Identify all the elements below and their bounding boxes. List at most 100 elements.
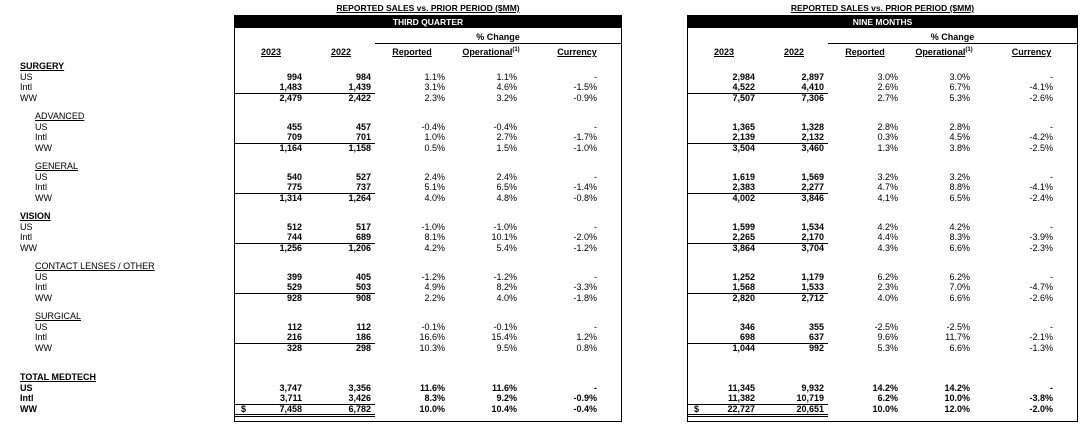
sales-value: 3,747: [279, 382, 302, 393]
column-header-area: % Change 2023 2022 Reported Operational(…: [688, 28, 1077, 58]
pct-value: 2.3%: [877, 282, 898, 292]
section-rows: 540 527 2.4% 2.4% -775 737 5.1% 6.5% -1.4% 1,314 1…: [235, 161, 621, 203]
pct-value: -0.9%: [573, 92, 597, 103]
pct-value: 5.4%: [496, 242, 517, 253]
row-label: WW: [20, 92, 37, 103]
pct-value: -4.1%: [1029, 82, 1053, 92]
pct-value: 2.4%: [424, 171, 445, 182]
sales-value: 3,711: [235, 393, 307, 405]
pct-value: 4.6%: [496, 82, 517, 92]
pct-change-group-header: % Change: [375, 31, 621, 44]
sales-value: 3,356: [348, 382, 371, 393]
pct-value: -2.6%: [1029, 92, 1053, 103]
sales-value: 701: [307, 132, 375, 144]
section-labels: SURGICAL US Intl WW: [20, 311, 232, 353]
pct-value: 12.0%: [944, 403, 970, 414]
pct-value: 4.2%: [424, 242, 445, 253]
table-row: 775 737 5.1% 6.5% -1.4%: [235, 182, 621, 194]
pct-value: 3.1%: [424, 82, 445, 92]
sales-value: 1,569: [801, 171, 824, 182]
section-rows: 2,984 2,897 3.0% 3.0% - 4,522 4,410 2.6% 6.7% -4.…: [688, 61, 1077, 103]
pct-value: 2.6%: [877, 82, 898, 92]
sales-value: 298: [355, 342, 371, 353]
sales-value: 689: [307, 232, 375, 244]
pct-value: 8.8%: [949, 182, 970, 192]
sales-value: 2,820: [732, 292, 755, 303]
column-headers: 2023 2022 Reported Operational(1) Curren…: [688, 47, 1077, 57]
sales-value: $22,727: [688, 404, 760, 417]
sales-value: 984: [355, 71, 371, 82]
currency-header: Currency: [1011, 47, 1052, 57]
year2-header: 2022: [330, 47, 352, 57]
pct-value: 4.8%: [496, 192, 517, 203]
pct-value: 3.2%: [949, 171, 970, 182]
row-label: WW: [35, 192, 52, 203]
table-row: 399 405 -1.2% -1.2% -: [235, 272, 621, 283]
table-row: 3,504 3,460 1.3% 3.8% -2.5%: [688, 143, 1077, 154]
year1-header: 2023: [713, 47, 735, 57]
pct-value: -2.0%: [1029, 403, 1053, 414]
pct-value: -1.7%: [573, 132, 597, 142]
pct-value: 4.7%: [877, 182, 898, 192]
row-label-gutter: SURGERY US Intl WW ADVANCED US Intl WW GENERAL US…: [20, 58, 232, 414]
pct-value: 4.9%: [424, 282, 445, 292]
pct-value: 2.7%: [877, 92, 898, 103]
data-rows: 994 984 1.1% 1.1% -1,483 1,439 3.1% 4.6% -1.5% 2,…: [235, 58, 621, 417]
section-title: SURGERY: [20, 61, 65, 71]
row-label: WW: [35, 142, 52, 153]
section-title: SURGICAL: [35, 311, 82, 321]
pct-value: -0.4%: [493, 121, 517, 132]
pct-value: 10.0%: [872, 403, 898, 414]
section-header-label: ADVANCED: [20, 111, 232, 122]
reported-header: Reported: [845, 47, 885, 57]
pct-value: -0.1%: [421, 321, 445, 332]
pct-value: 3.0%: [949, 71, 970, 82]
pct-value: 6.5%: [496, 182, 517, 192]
table-row: $7,458 6,782 10.0% 10.4% -0.4%: [235, 404, 621, 417]
pct-value: 10.0%: [944, 393, 970, 403]
pct-value: -1.2%: [421, 271, 445, 282]
section-rows: 1,599 1,534 4.2% 4.2% - 2,265 2,170 4.4% 8.3% -3.…: [688, 211, 1077, 253]
table-row: 328 298 10.3% 9.5% 0.8%: [235, 343, 621, 354]
sales-value: 346: [739, 321, 755, 332]
sales-value: 1,568: [688, 282, 760, 294]
pct-value: 6.7%: [949, 82, 970, 92]
section-header-label: CONTACT LENSES / OTHER: [20, 261, 232, 272]
sales-value: 1,328: [801, 121, 824, 132]
pct-value: 11.7%: [945, 332, 970, 342]
pct-value: -1.3%: [1029, 342, 1053, 353]
table-row: 1,164 1,158 0.5% 1.5% -1.0%: [235, 143, 621, 154]
sales-value: 2,132: [760, 132, 828, 144]
pct-value: -: [1050, 321, 1053, 332]
section-rows: 512 517 -1.0% -1.0% -744 689 8.1% 10.1% -2.0% 1,2…: [235, 211, 621, 253]
period-bar: NINE MONTHS: [688, 16, 1077, 28]
section-spacer-row: [235, 111, 621, 122]
pct-value: -1.2%: [493, 271, 517, 282]
pct-value: -2.1%: [1029, 332, 1053, 342]
section-header-label: GENERAL: [20, 161, 232, 172]
sales-value: 529: [235, 282, 307, 294]
table-row: 2,479 2,422 2.3% 3.2% -0.9%: [235, 93, 621, 104]
pct-value: 4.5%: [949, 132, 970, 142]
pct-value: -4.2%: [1029, 132, 1053, 142]
pct-value: 0.5%: [424, 142, 445, 153]
table-row: 2,820 2,712 4.0% 6.6% -2.6%: [688, 293, 1077, 304]
pct-value: 2.4%: [496, 171, 517, 182]
pct-value: -1.0%: [421, 221, 445, 232]
table-row: 512 517 -1.0% -1.0% -: [235, 222, 621, 233]
pct-value: -: [594, 382, 597, 393]
pct-value: -3.9%: [1029, 232, 1053, 242]
sales-value: 1,619: [732, 171, 755, 182]
pct-value: 2.8%: [877, 121, 898, 132]
table-row: 1,619 1,569 3.2% 3.2% -: [688, 172, 1077, 183]
row-label: WW: [35, 342, 52, 353]
pct-value: 2.3%: [424, 92, 445, 103]
table-title: REPORTED SALES vs. PRIOR PERIOD ($MM): [790, 3, 975, 13]
pct-value: -4.1%: [1029, 182, 1053, 192]
pct-value: 1.1%: [424, 71, 445, 82]
pct-value: 3.8%: [949, 142, 970, 153]
sales-value: 3,426: [307, 393, 375, 405]
pct-value: 6.2%: [877, 271, 898, 282]
table-row: 1,044 992 5.3% 6.6% -1.3%: [688, 343, 1077, 354]
section-spacer-row: [688, 161, 1077, 172]
